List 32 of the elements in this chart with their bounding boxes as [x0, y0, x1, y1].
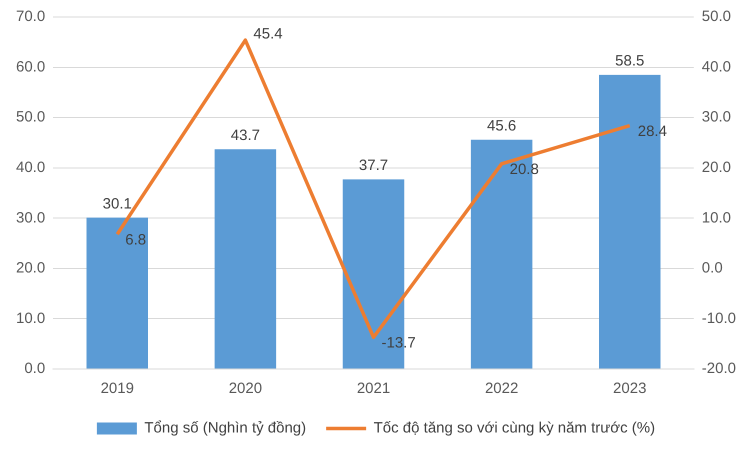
data-label: 43.7	[230, 126, 260, 144]
bar	[214, 149, 276, 368]
data-label: 58.5	[615, 52, 644, 70]
y2-tick-label: 50.0	[702, 8, 732, 26]
y-tick-label: 60.0	[16, 58, 46, 76]
data-label: 45.6	[487, 117, 516, 134]
x-tick-label: 2020	[228, 380, 262, 398]
y-tick-label: 70.0	[16, 8, 46, 26]
y-tick-label: 0.0	[24, 360, 46, 378]
x-tick-label: 2023	[613, 380, 646, 398]
y-tick-label: 40.0	[16, 159, 46, 176]
x-tick-label: 2021	[356, 380, 390, 398]
y2-tick-label: 10.0	[702, 209, 732, 226]
data-label: 37.7	[358, 157, 388, 174]
data-label: 30.1	[102, 195, 132, 212]
y2-tick-label: -10.0	[702, 310, 736, 327]
data-label: 45.4	[253, 25, 283, 42]
data-label: 6.8	[125, 231, 146, 248]
legend-label: Tổng số (Nghìn tỷ đồng)	[144, 420, 306, 437]
x-tick-label: 2019	[100, 380, 134, 398]
bar	[86, 218, 148, 368]
y2-tick-label: -20.0	[702, 360, 736, 378]
y2-tick-label: 30.0	[702, 108, 732, 126]
y-tick-label: 20.0	[16, 260, 46, 277]
legend-label: Tốc độ tăng so với cùng kỳ năm trước (%)	[374, 420, 656, 437]
y2-tick-label: 20.0	[702, 159, 732, 176]
x-tick-label: 2022	[484, 380, 518, 398]
y2-tick-label: 0.0	[702, 260, 723, 277]
y2-tick-label: 40.0	[702, 58, 732, 76]
y-tick-label: 50.0	[16, 108, 46, 126]
y-tick-label: 10.0	[16, 310, 46, 327]
y-tick-label: 30.0	[16, 209, 46, 226]
